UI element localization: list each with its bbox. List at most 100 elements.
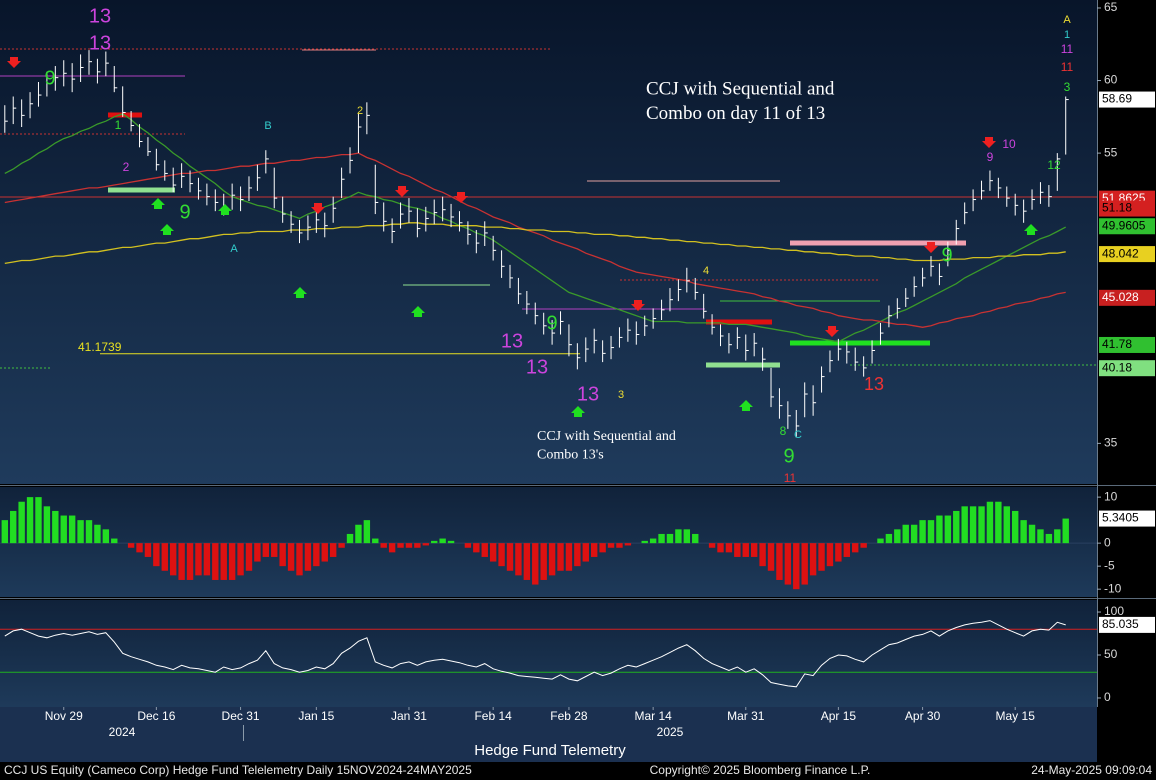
annotation: CCJ with Sequential and <box>646 78 835 99</box>
sell-arrow <box>7 57 21 68</box>
buy-arrow <box>411 306 425 317</box>
sell-arrow <box>395 186 409 197</box>
y-tick-label: 60 <box>1104 73 1118 87</box>
oscillator-bar <box>144 543 152 557</box>
y-tick-label: 50 <box>1104 647 1118 661</box>
oscillator-bar <box>35 497 42 544</box>
x-tick-label: Apr 15 <box>821 709 857 723</box>
oscillator-bar <box>60 515 67 544</box>
oscillator-bar <box>717 543 724 553</box>
oscillator-bar <box>944 515 952 544</box>
oscillator-bar <box>127 543 135 548</box>
oscillator-bar <box>203 543 211 576</box>
oscillator-bar <box>43 506 51 544</box>
sell-arrow <box>311 203 325 214</box>
oscillator-bar <box>111 538 118 544</box>
oscillator-bar <box>692 533 699 544</box>
y-tick-label: 0 <box>1104 535 1111 549</box>
oscillator-bar <box>860 543 867 548</box>
x-tick-label: Mar 31 <box>727 709 765 723</box>
oscillator-bar <box>734 543 741 557</box>
buy-arrow <box>151 198 165 209</box>
footer-timestamp: 24-May-2025 09:09:04 <box>1031 763 1152 777</box>
oscillator-bar <box>574 543 581 567</box>
oscillator-bar <box>767 543 775 571</box>
price-label-box <box>1099 218 1155 235</box>
count-label: A <box>1063 14 1071 26</box>
buy-arrow <box>218 204 232 215</box>
oscillator-bar <box>1045 533 1053 544</box>
oscillator-bar <box>910 524 918 544</box>
oscillator-bar <box>1028 524 1036 544</box>
count-label: A <box>230 243 238 255</box>
footer-copyright: Copyright© 2025 Bloomberg Finance L.P. <box>650 763 871 777</box>
count-label: 13 <box>501 330 523 352</box>
x-tick-label: Nov 29 <box>45 709 83 723</box>
sell-arrow <box>454 192 468 203</box>
oscillator-bar <box>422 543 429 546</box>
oscillator-bar <box>431 540 438 544</box>
price-label: 48.042 <box>1102 246 1139 260</box>
oscillator-bar <box>1020 520 1027 544</box>
annotation: Combo 13's <box>537 447 604 462</box>
oscillator-bar <box>1012 510 1019 544</box>
count-label: 9 <box>987 150 994 164</box>
count-label: 3 <box>618 389 624 401</box>
oscillator-bar <box>801 543 808 585</box>
oscillator-bar <box>826 543 834 567</box>
oscillator-bar <box>759 543 766 567</box>
sell-arrow <box>631 300 645 311</box>
oscillator-bar <box>94 524 101 544</box>
year-label: 2024 <box>109 725 136 739</box>
oscillator-bar <box>279 543 286 567</box>
count-label: 9 <box>941 244 952 266</box>
oscillator-bar <box>506 543 514 571</box>
oscillator-bar <box>658 533 665 544</box>
oscillator-bar <box>161 543 168 571</box>
y-tick-label: 65 <box>1104 0 1118 14</box>
oscillator-bar <box>793 543 800 590</box>
x-tick-label: Dec 16 <box>137 709 175 723</box>
oscillator-bar <box>649 538 657 544</box>
x-tick-label: Jan 15 <box>298 709 334 723</box>
footer-left: CCJ US Equity (Cameco Corp) Hedge Fund T… <box>4 763 472 777</box>
panel-title: Hedge Fund Telemetry <box>474 742 626 759</box>
count-label: 9 <box>546 312 557 334</box>
oscillator-bar <box>186 543 194 580</box>
oscillator-bar <box>296 543 303 576</box>
oscillator-bar <box>10 510 17 544</box>
x-tick-label: Dec 31 <box>222 709 260 723</box>
y-tick-label: -5 <box>1104 558 1115 572</box>
y-tick-label: 55 <box>1104 145 1118 159</box>
oscillator-bar <box>809 543 817 576</box>
oscillator-bar <box>616 543 623 548</box>
oscillator-bar <box>329 543 337 557</box>
oscillator-bar <box>237 543 244 576</box>
count-label: 13 <box>577 383 599 405</box>
price-label-box <box>1099 246 1155 263</box>
price-label: 51.18 <box>1102 201 1132 215</box>
oscillator-bar <box>68 515 76 544</box>
count-label: 4 <box>703 265 709 277</box>
oscillator-bar <box>877 538 884 544</box>
oscillator-bar <box>287 543 295 571</box>
oscillator-bar <box>927 520 935 544</box>
oscillator-bar <box>607 543 615 548</box>
oscillator-bar <box>228 543 236 580</box>
count-label: 3 <box>1064 80 1071 94</box>
oscillator-bar <box>641 540 648 544</box>
count-label: 2 <box>123 160 130 174</box>
oscillator-bar <box>835 543 842 562</box>
count-label: 11 <box>784 471 797 485</box>
count-label: B <box>264 120 271 132</box>
oscillator-bar <box>902 524 909 544</box>
y-tick-label: 0 <box>1104 690 1111 704</box>
oscillator-bar <box>447 540 455 544</box>
oscillator-bar <box>363 520 371 544</box>
last-value-label: 5.3405 <box>1102 511 1139 525</box>
oscillator-bar <box>414 543 421 548</box>
oscillator-bar <box>708 543 716 548</box>
oscillator-bar <box>271 543 278 557</box>
buy-arrow <box>1024 224 1038 235</box>
